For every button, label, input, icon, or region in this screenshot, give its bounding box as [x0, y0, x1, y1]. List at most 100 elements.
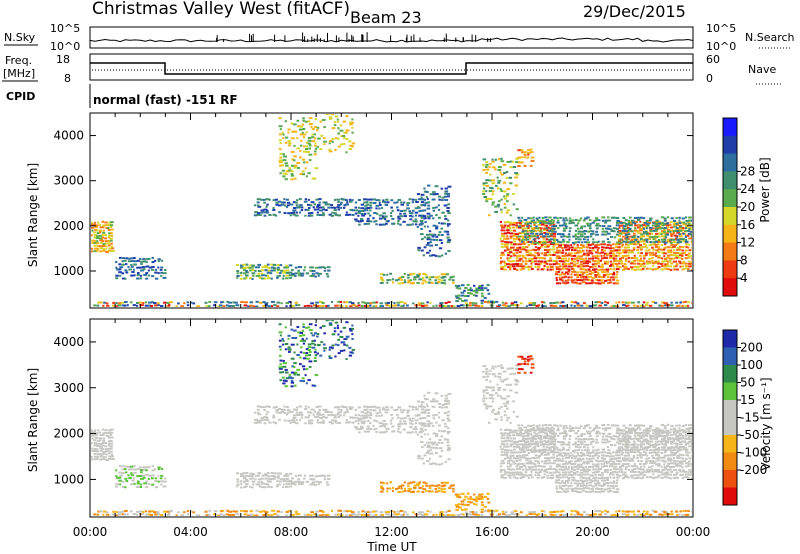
velocity-cell — [318, 413, 323, 416]
velocity-cell — [145, 466, 149, 469]
velocity-cell — [499, 470, 503, 473]
velocity-cell — [583, 460, 586, 463]
power-cell — [509, 260, 513, 263]
velocity-cell — [323, 478, 327, 481]
velocity-cell — [507, 467, 510, 470]
power-cell — [509, 255, 513, 258]
velocity-cell — [157, 466, 161, 469]
nsky-panel-frame — [89, 26, 694, 49]
power-cell — [591, 252, 594, 255]
power-cell — [220, 301, 223, 304]
velocity-cell — [385, 406, 389, 408]
velocity-cell — [333, 419, 337, 422]
power-cell — [536, 252, 540, 255]
power-cell — [594, 244, 599, 247]
velocity-cell — [506, 395, 510, 398]
power-cell — [340, 201, 343, 204]
power-cell — [522, 246, 526, 249]
power-cell — [96, 235, 99, 238]
power-cell — [438, 231, 442, 234]
power-cell — [565, 227, 568, 230]
velocity-cell — [511, 367, 515, 370]
velocity-cell — [570, 487, 575, 490]
velocity-cell — [110, 440, 113, 442]
power-cell — [561, 257, 565, 260]
power-cell — [296, 137, 299, 140]
power-cell — [508, 257, 512, 260]
velocity-cell — [318, 405, 322, 408]
velocity-cell — [514, 383, 519, 386]
power-cell — [537, 242, 542, 245]
power-cell — [118, 268, 122, 271]
power-cell — [307, 120, 311, 123]
velocity-cell — [266, 485, 271, 488]
power-cell — [317, 274, 320, 277]
velocity-cell — [285, 485, 289, 488]
power-cell — [639, 265, 642, 268]
power-cell — [377, 199, 381, 202]
power-cell — [98, 234, 103, 237]
velocity-cell — [280, 478, 284, 481]
velocity-cell — [675, 442, 679, 445]
velocity-cell — [657, 459, 661, 462]
velocity-cell — [343, 349, 346, 352]
power-cell — [447, 301, 451, 304]
velocity-cell — [427, 450, 430, 452]
velocity-cell — [567, 479, 571, 482]
velocity-cell — [367, 420, 370, 422]
power-cell — [637, 232, 640, 235]
power-cell — [521, 240, 524, 243]
power-cell — [111, 247, 115, 250]
velocity-cell — [503, 451, 507, 454]
velocity-cell — [624, 445, 628, 448]
power-cell — [615, 268, 620, 271]
power-cell — [485, 190, 488, 193]
velocity-cell — [411, 423, 414, 426]
power-cell — [375, 223, 378, 226]
velocity-cell — [543, 460, 548, 463]
power-cell — [427, 184, 431, 187]
power-cell — [357, 302, 360, 304]
power-cell — [527, 249, 532, 252]
power-cell — [423, 225, 426, 228]
power-cell — [666, 226, 670, 229]
power-cell — [364, 305, 367, 307]
power-cell — [642, 240, 645, 243]
power-cell — [96, 232, 100, 235]
power-cell — [518, 259, 522, 262]
power-cell — [581, 273, 585, 276]
power-cell — [115, 302, 118, 305]
power-cell — [678, 219, 681, 222]
power-cell — [260, 269, 264, 272]
velocity-cell — [240, 486, 243, 489]
power-cell — [416, 281, 420, 284]
power-cell — [503, 262, 507, 265]
velocity-cell — [685, 432, 689, 435]
velocity-cell — [654, 468, 659, 471]
velocity-cell — [118, 479, 122, 482]
velocity-cell — [585, 454, 590, 457]
velocity-cell — [385, 430, 388, 433]
power-cell — [552, 235, 556, 238]
power-cell — [628, 229, 632, 232]
power-cell — [499, 188, 502, 190]
power-cell — [249, 301, 254, 304]
velocity-cell — [506, 465, 509, 468]
power-cell — [514, 184, 518, 187]
velocity-cell — [681, 463, 684, 465]
power-cell — [500, 198, 503, 201]
power-cell — [526, 236, 529, 238]
velocity-cell — [608, 473, 612, 476]
velocity-cell — [540, 431, 545, 434]
velocity-cell — [567, 452, 570, 455]
power-cell — [503, 172, 507, 174]
velocity-cell — [513, 451, 517, 454]
power-cell — [691, 229, 692, 232]
velocity-cell — [444, 394, 448, 397]
power-cell — [648, 304, 653, 307]
power-cell — [669, 223, 672, 226]
power-cell — [612, 227, 617, 230]
velocity-cell — [588, 481, 593, 484]
velocity-cell — [681, 457, 685, 460]
velocity-cell — [637, 440, 640, 442]
